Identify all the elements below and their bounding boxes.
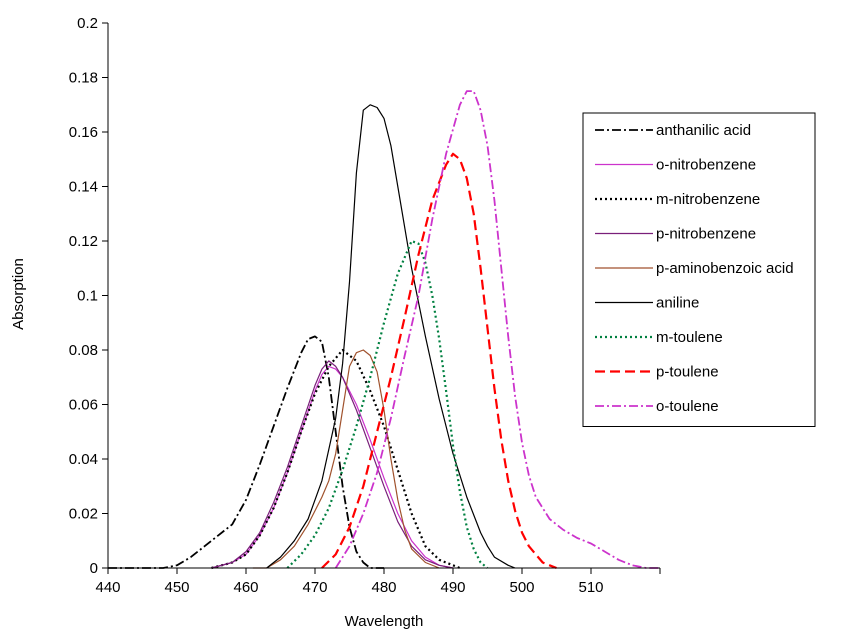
x-tick-label: 440 [95,579,120,596]
series-layer [108,90,660,570]
series-line-6 [286,239,489,569]
x-tick-label: 510 [578,579,603,596]
legend-label: m-toulene [656,329,723,346]
series-line-7 [321,152,557,570]
x-tick-label: 470 [302,579,327,596]
series-line-3 [211,360,454,569]
y-axis-title: Absorption [10,258,27,330]
series-line-4 [252,349,440,569]
series-line-2 [211,348,461,570]
axes-layer: 0 0.02 0.04 0.06 0.08 0.1 0.12 0.14 0.16 0.18 0.2 4… [69,15,661,596]
y-tick-label: 0.2 [77,15,98,32]
series-line-5 [266,104,516,569]
y-tick-label: 0.08 [69,342,98,359]
legend: anthanilic acid o-nitrobenzene m-nitrobenz… [582,112,816,427]
x-tick-label: 480 [371,579,396,596]
series-line-8 [334,90,660,569]
legend-label: p-toulene [656,364,719,381]
y-tick-label: 0.18 [69,70,98,87]
x-tick-label: 460 [233,579,258,596]
legend-label: aniline [656,295,699,312]
legend-label: o-toulene [656,398,719,415]
x-tick-label: 500 [509,579,534,596]
y-tick-label: 0.12 [69,233,98,250]
legend-label: o-nitrobenzene [656,157,756,174]
legend-label: m-nitrobenzene [656,191,760,208]
y-tick-label: 0.04 [69,451,98,468]
legend-box [582,112,816,427]
legend-label: anthanilic acid [656,122,751,139]
y-tick-label: 0.16 [69,124,98,141]
y-tick-label: 0.14 [69,179,98,196]
y-tick-label: 0.02 [69,506,98,523]
x-tick-label: 490 [440,579,465,596]
y-tick-label: 0.1 [77,288,98,305]
x-axis-title: Wavelength [345,613,424,630]
legend-label: p-nitrobenzene [656,226,756,243]
y-tick-label: 0.06 [69,397,98,414]
x-tick-label: 450 [164,579,189,596]
legend-label: p-aminobenzoic acid [656,260,794,277]
y-tick-label: 0 [90,560,98,577]
series-line-0 [108,335,384,569]
